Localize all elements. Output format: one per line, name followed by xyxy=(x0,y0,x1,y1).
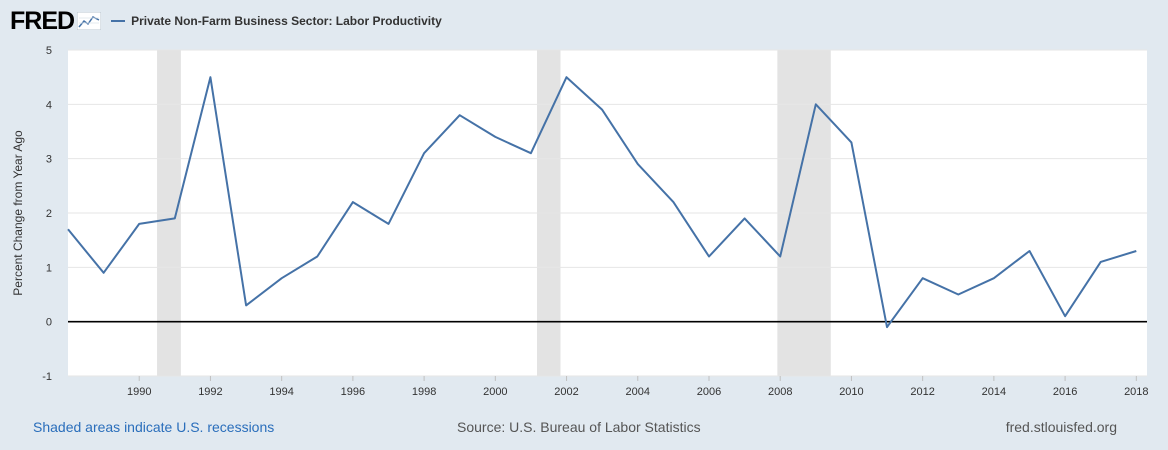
x-tick-label: 2018 xyxy=(1124,386,1148,398)
y-tick-label: 5 xyxy=(46,45,52,57)
x-tick-label: 2000 xyxy=(483,386,507,398)
x-tick-label: 2012 xyxy=(910,386,934,398)
y-tick-label: -1 xyxy=(42,371,52,383)
y-tick-label: 1 xyxy=(46,262,52,274)
y-tick-label: 3 xyxy=(46,154,52,166)
x-tick-label: 2004 xyxy=(626,386,650,398)
x-tick-label: 1994 xyxy=(269,386,293,398)
y-tick-label: 2 xyxy=(46,208,52,220)
x-tick-label: 2008 xyxy=(768,386,792,398)
x-tick-label: 2002 xyxy=(554,386,578,398)
chart-header: FRED Private Non-Farm Business Sector: L… xyxy=(10,8,442,34)
fred-logo[interactable]: FRED xyxy=(10,6,75,35)
x-tick-label: 2016 xyxy=(1053,386,1077,398)
legend-label[interactable]: Private Non-Farm Business Sector: Labor … xyxy=(131,14,442,28)
x-tick-label: 2014 xyxy=(982,386,1006,398)
y-tick-label: 4 xyxy=(46,99,52,111)
source-note: Source: U.S. Bureau of Labor Statistics xyxy=(457,419,701,435)
x-tick-label: 2010 xyxy=(839,386,863,398)
legend-swatch xyxy=(111,20,126,22)
x-tick-label: 1998 xyxy=(412,386,436,398)
x-tick-label: 1992 xyxy=(198,386,222,398)
y-tick-label: 0 xyxy=(46,317,52,329)
x-tick-label: 2006 xyxy=(697,386,721,398)
y-axis-title: Percent Change from Year Ago xyxy=(11,130,25,296)
fred-url-link[interactable]: fred.stlouisfed.org xyxy=(1005,419,1117,435)
x-tick-label: 1996 xyxy=(341,386,365,398)
x-tick-label: 1990 xyxy=(127,386,151,398)
series-line-1[interactable] xyxy=(67,76,1137,329)
fred-chart-icon xyxy=(77,12,102,30)
recession-note-link[interactable]: Shaded areas indicate U.S. recessions xyxy=(33,419,275,435)
